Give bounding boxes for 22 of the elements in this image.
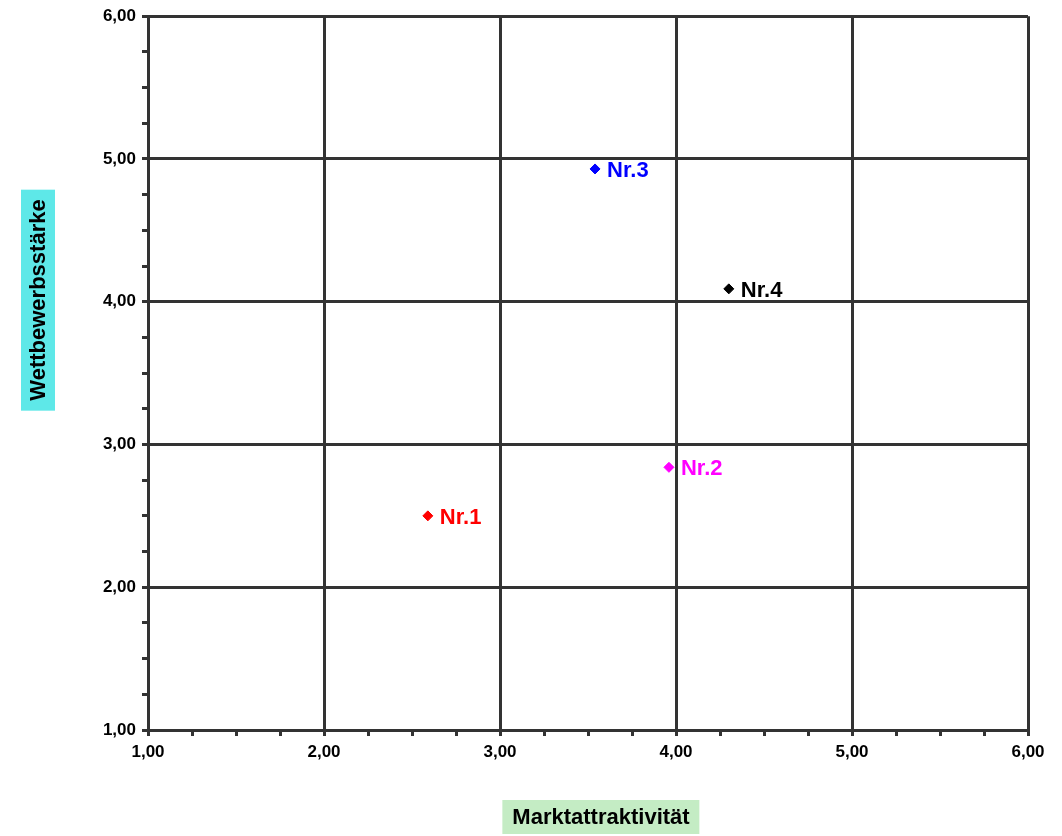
series-label: Nr.3 <box>607 157 649 183</box>
series-label: Nr.1 <box>439 503 482 529</box>
point <box>589 163 601 175</box>
x-tick-label: 6,00 <box>1011 741 1045 761</box>
x-tick-label: 1,00 <box>131 741 165 761</box>
x-tick-label: 5,00 <box>835 741 869 761</box>
x-tick-label: 3,00 <box>483 741 517 761</box>
series-label: Nr.2 <box>680 455 723 481</box>
x-tick-label: 2,00 <box>307 741 341 761</box>
x-tick-label: 4,00 <box>659 741 693 761</box>
series-label: Nr.4 <box>740 276 784 302</box>
y-tick-label: 4,00 <box>102 291 136 311</box>
point <box>422 510 434 522</box>
x-axis-title: Marktattraktivität <box>502 800 700 834</box>
y-tick-label: 6,00 <box>102 5 136 25</box>
y-tick-label: 2,00 <box>102 576 136 596</box>
point <box>663 461 675 473</box>
y-tick-label: 5,00 <box>102 148 136 168</box>
y-tick-label: 1,00 <box>102 719 136 739</box>
y-axis-title: Wettbewerbsstärke <box>21 189 55 411</box>
y-tick-label: 3,00 <box>102 434 136 454</box>
point <box>723 283 735 295</box>
